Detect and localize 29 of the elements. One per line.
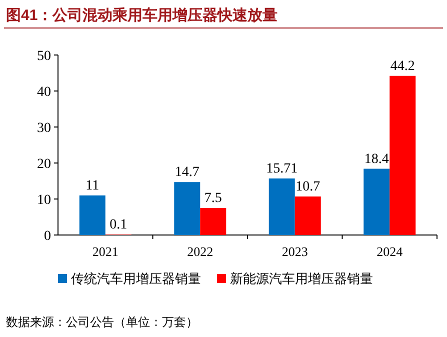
bar (200, 208, 226, 235)
data-label: 18.4 (364, 152, 389, 167)
data-label: 44.2 (390, 58, 415, 74)
x-tick-label: 2024 (376, 244, 404, 259)
y-tick-label: 30 (37, 121, 51, 136)
y-tick-label: 10 (37, 193, 51, 208)
data-label: 11 (86, 178, 100, 194)
x-tick-label: 2021 (92, 244, 118, 259)
bar (390, 76, 416, 235)
bar (268, 178, 295, 235)
y-tick-label: 0 (44, 229, 51, 244)
x-tick-label: 2023 (282, 244, 308, 259)
data-label: 0.1 (110, 218, 128, 233)
data-label: 7.5 (204, 191, 222, 206)
legend-label: 传统汽车用增压器销量 (71, 271, 201, 286)
data-label: 14.7 (174, 165, 200, 180)
y-tick-label: 50 (37, 49, 51, 64)
legend-label: 新能源汽车用增压器销量 (230, 271, 373, 286)
data-label: 10.7 (296, 179, 320, 194)
data-label: 15.71 (266, 161, 298, 176)
y-tick-label: 20 (37, 157, 51, 172)
y-tick-label: 40 (37, 85, 51, 100)
bar (174, 182, 200, 235)
source-note: 数据来源：公司公告（单位：万套） (6, 315, 198, 329)
bar (79, 195, 106, 235)
bar (294, 196, 321, 235)
chart-title: 图41：公司混动乘用车用增压器快速放量 (6, 6, 278, 24)
bar (364, 168, 390, 235)
x-tick-label: 2022 (187, 244, 214, 259)
